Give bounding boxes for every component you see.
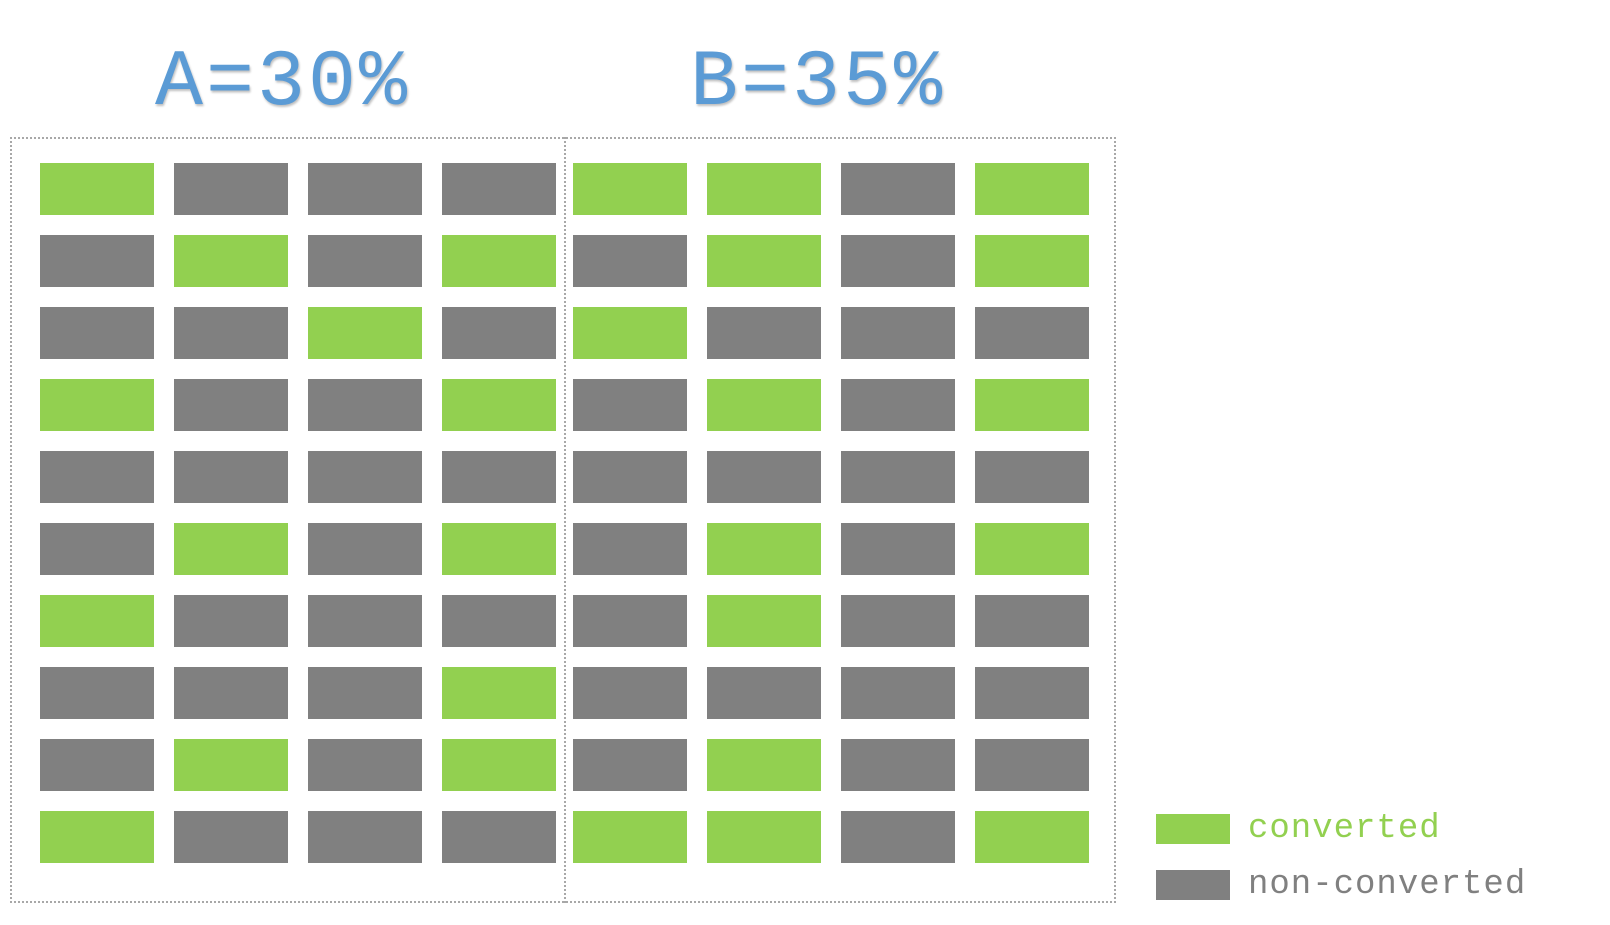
non-converted-cell-a-r8-c3: [308, 667, 422, 719]
non-converted-cell-a-r2-c1: [40, 235, 154, 287]
non-converted-cell-b-r8-c3: [841, 667, 955, 719]
group-divider: [564, 137, 566, 903]
non-converted-cell-b-r2-c3: [841, 235, 955, 287]
non-converted-cell-a-r8-c2: [174, 667, 288, 719]
converted-cell-a-r10-c1: [40, 811, 154, 863]
non-converted-cell-b-r5-c1: [573, 451, 687, 503]
non-converted-cell-a-r9-c1: [40, 739, 154, 791]
non-converted-cell-a-r10-c3: [308, 811, 422, 863]
non-converted-cell-b-r6-c1: [573, 523, 687, 575]
non-converted-cell-a-r5-c2: [174, 451, 288, 503]
converted-cell-a-r6-c2: [174, 523, 288, 575]
non-converted-swatch: [1156, 870, 1230, 900]
converted-cell-a-r4-c1: [40, 379, 154, 431]
non-converted-cell-a-r1-c4: [442, 163, 556, 215]
non-converted-cell-a-r5-c3: [308, 451, 422, 503]
non-converted-cell-a-r6-c3: [308, 523, 422, 575]
legend: converted non-converted: [1156, 812, 1526, 924]
non-converted-cell-b-r8-c2: [707, 667, 821, 719]
non-converted-cell-b-r6-c3: [841, 523, 955, 575]
converted-cell-b-r2-c2: [707, 235, 821, 287]
non-converted-cell-a-r10-c2: [174, 811, 288, 863]
non-converted-cell-a-r10-c4: [442, 811, 556, 863]
converted-swatch: [1156, 814, 1230, 844]
converted-cell-a-r2-c2: [174, 235, 288, 287]
non-converted-cell-b-r9-c4: [975, 739, 1089, 791]
non-converted-cell-a-r3-c2: [174, 307, 288, 359]
non-converted-cell-a-r5-c4: [442, 451, 556, 503]
non-converted-cell-b-r8-c1: [573, 667, 687, 719]
group-b-title: B=35%: [690, 38, 946, 129]
non-converted-cell-b-r4-c1: [573, 379, 687, 431]
converted-cell-a-r7-c1: [40, 595, 154, 647]
non-converted-cell-a-r1-c3: [308, 163, 422, 215]
converted-cell-a-r3-c3: [308, 307, 422, 359]
non-converted-cell-a-r3-c4: [442, 307, 556, 359]
converted-cell-a-r1-c1: [40, 163, 154, 215]
non-converted-cell-b-r5-c2: [707, 451, 821, 503]
non-converted-cell-a-r4-c3: [308, 379, 422, 431]
comparison-frame: [10, 137, 1116, 903]
non-converted-cell-b-r7-c4: [975, 595, 1089, 647]
converted-cell-b-r4-c4: [975, 379, 1089, 431]
converted-cell-b-r10-c2: [707, 811, 821, 863]
non-converted-cell-b-r8-c4: [975, 667, 1089, 719]
non-converted-cell-b-r9-c3: [841, 739, 955, 791]
converted-cell-a-r4-c4: [442, 379, 556, 431]
converted-cell-b-r1-c1: [573, 163, 687, 215]
non-converted-cell-b-r7-c1: [573, 595, 687, 647]
non-converted-cell-a-r8-c1: [40, 667, 154, 719]
converted-cell-b-r3-c1: [573, 307, 687, 359]
non-converted-cell-b-r1-c3: [841, 163, 955, 215]
non-converted-cell-b-r9-c1: [573, 739, 687, 791]
converted-cell-b-r6-c2: [707, 523, 821, 575]
non-converted-cell-a-r4-c2: [174, 379, 288, 431]
non-converted-cell-a-r7-c3: [308, 595, 422, 647]
converted-cell-b-r10-c1: [573, 811, 687, 863]
converted-cell-b-r1-c2: [707, 163, 821, 215]
group-a-grid: [40, 163, 556, 863]
non-converted-cell-b-r4-c3: [841, 379, 955, 431]
non-converted-cell-a-r2-c3: [308, 235, 422, 287]
non-converted-cell-a-r7-c4: [442, 595, 556, 647]
converted-cell-b-r10-c4: [975, 811, 1089, 863]
non-converted-cell-b-r3-c3: [841, 307, 955, 359]
non-converted-cell-a-r9-c3: [308, 739, 422, 791]
non-converted-cell-b-r5-c4: [975, 451, 1089, 503]
non-converted-cell-b-r2-c1: [573, 235, 687, 287]
non-converted-cell-a-r5-c1: [40, 451, 154, 503]
converted-cell-b-r2-c4: [975, 235, 1089, 287]
converted-cell-b-r1-c4: [975, 163, 1089, 215]
non-converted-cell-b-r3-c4: [975, 307, 1089, 359]
non-converted-cell-b-r7-c3: [841, 595, 955, 647]
non-converted-cell-a-r7-c2: [174, 595, 288, 647]
converted-cell-a-r9-c4: [442, 739, 556, 791]
legend-item-converted: converted: [1156, 812, 1526, 846]
non-converted-label: non-converted: [1248, 866, 1527, 904]
converted-label: converted: [1248, 810, 1441, 848]
converted-cell-b-r7-c2: [707, 595, 821, 647]
converted-cell-a-r8-c4: [442, 667, 556, 719]
non-converted-cell-a-r1-c2: [174, 163, 288, 215]
non-converted-cell-b-r3-c2: [707, 307, 821, 359]
legend-item-non-converted: non-converted: [1156, 868, 1526, 902]
converted-cell-b-r4-c2: [707, 379, 821, 431]
non-converted-cell-a-r6-c1: [40, 523, 154, 575]
converted-cell-b-r6-c4: [975, 523, 1089, 575]
non-converted-cell-b-r10-c3: [841, 811, 955, 863]
converted-cell-b-r9-c2: [707, 739, 821, 791]
converted-cell-a-r9-c2: [174, 739, 288, 791]
converted-cell-a-r2-c4: [442, 235, 556, 287]
non-converted-cell-a-r3-c1: [40, 307, 154, 359]
converted-cell-a-r6-c4: [442, 523, 556, 575]
group-b-grid: [573, 163, 1089, 863]
group-a-title: A=30%: [155, 38, 411, 129]
non-converted-cell-b-r5-c3: [841, 451, 955, 503]
